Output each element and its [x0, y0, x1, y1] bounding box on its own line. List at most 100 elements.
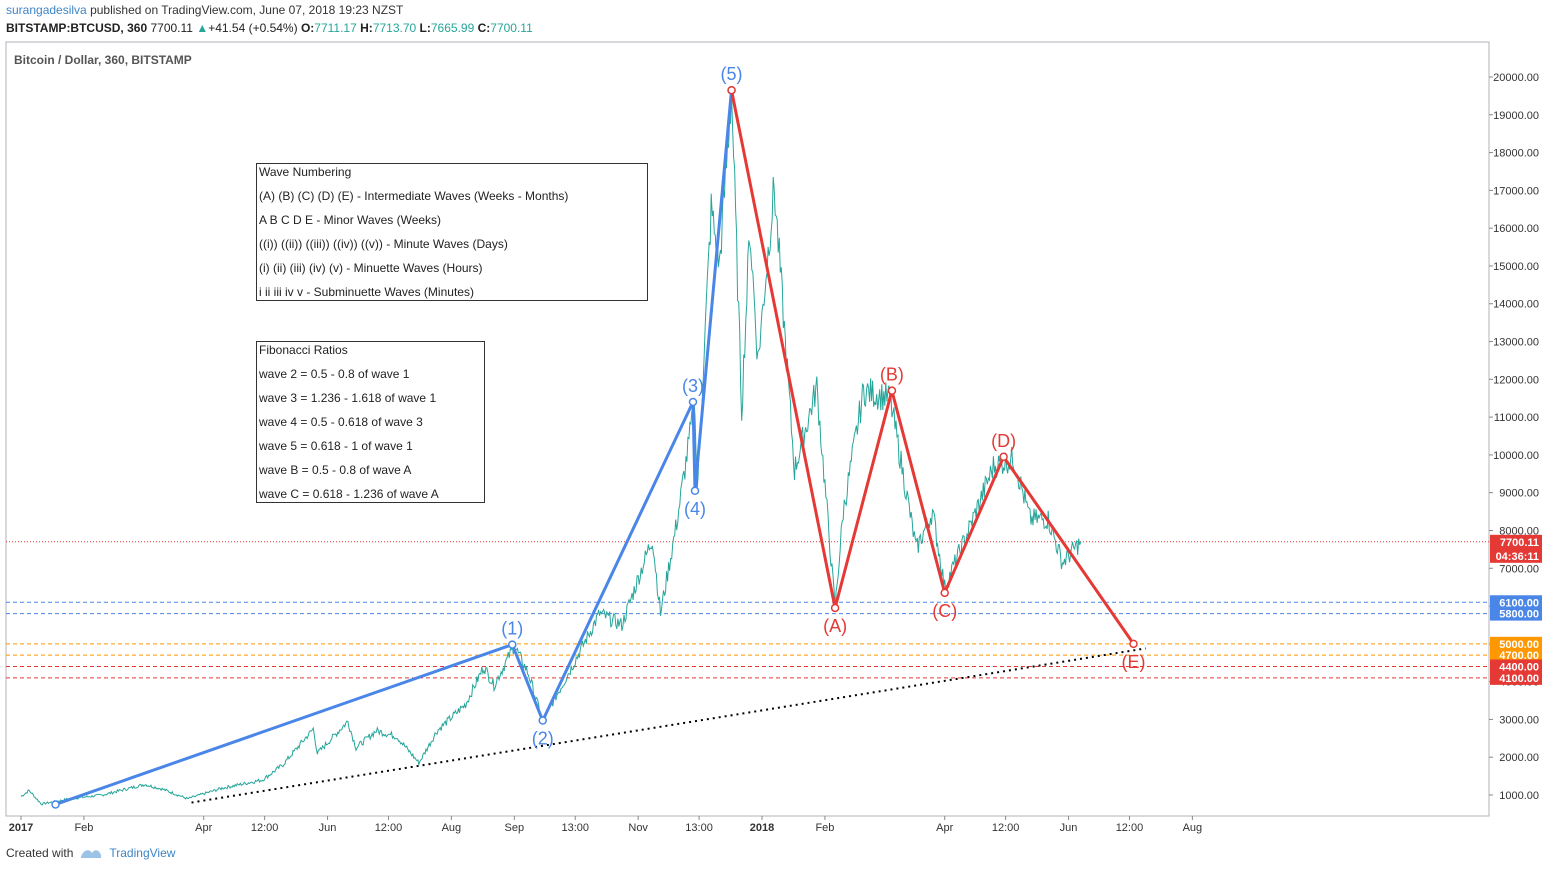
- fibonacci-line: wave B = 0.5 - 0.8 of wave A: [259, 463, 412, 477]
- y-tick-label: 2000.00: [1499, 752, 1539, 764]
- author-link[interactable]: surangadesilva: [6, 3, 87, 17]
- corrective-wave-label: (D): [991, 431, 1016, 451]
- price-change: +41.54 (+0.54%): [208, 21, 298, 35]
- level-price-tag: [1490, 648, 1542, 663]
- corrective-wave-point[interactable]: [887, 386, 897, 395]
- level-price-tag: [1490, 670, 1542, 685]
- publish-info: surangadesilva published on TradingView.…: [6, 3, 403, 17]
- fibonacci-line: wave 4 = 0.5 - 0.618 of wave 3: [259, 415, 423, 429]
- y-tick-label: 14000.00: [1493, 299, 1539, 311]
- x-tick-label: Nov: [628, 822, 648, 834]
- x-tick-label: Aug: [1183, 822, 1203, 834]
- x-tick-label: Apr: [195, 822, 212, 834]
- y-tick-label: 15000.00: [1493, 261, 1539, 273]
- level-price-tag: [1490, 595, 1542, 610]
- x-tick-label: Aug: [442, 822, 462, 834]
- x-tick-label: 12:00: [1116, 822, 1144, 834]
- high-label: H:: [360, 21, 373, 35]
- x-tick-label: 13:00: [685, 822, 713, 834]
- horizontal-levels: [6, 541, 1489, 679]
- level-price-tag: [1490, 606, 1542, 621]
- corrective-wave-point[interactable]: [1129, 639, 1138, 649]
- close-label: C:: [477, 21, 491, 35]
- y-tick-label: 18000.00: [1493, 148, 1539, 160]
- y-axis: 1000.002000.003000.004000.005000.006000.…: [1489, 72, 1539, 802]
- y-tick-label: 3000.00: [1499, 714, 1539, 726]
- close-value: 7700.11: [490, 21, 533, 35]
- fibonacci-line: wave 2 = 0.5 - 0.8 of wave 1: [259, 367, 410, 381]
- corrective-wave-point[interactable]: [830, 603, 840, 613]
- open-value: 7711.17: [314, 21, 357, 35]
- x-tick-label: Apr: [936, 822, 953, 834]
- impulse-wave-label: (5): [721, 64, 743, 84]
- wave-numbering-line: (A) (B) (C) (D) (E) - Intermediate Waves…: [259, 189, 569, 203]
- fibonacci-ratios-note: Fibonacci Ratios wave 2 = 0.5 - 0.8 of wa…: [256, 341, 485, 503]
- tradingview-link[interactable]: TradingView: [109, 846, 176, 860]
- impulse-wave-point[interactable]: [538, 716, 547, 725]
- last-price-label: 7700.11: [1500, 537, 1539, 549]
- impulse-wave-point[interactable]: [688, 397, 698, 407]
- impulse-wave-label: (4): [684, 499, 706, 519]
- symbol-bar: BITSTAMP:BTCUSD, 360 7700.11 ▲+41.54 (+0…: [6, 21, 533, 35]
- corrective-wave-label: (E): [1122, 652, 1146, 672]
- y-tick-label: 16000.00: [1493, 223, 1539, 235]
- wave-numbering-line: A B C D E - Minor Waves (Weeks): [259, 213, 442, 227]
- level-price-label: 4400.00: [1499, 662, 1539, 674]
- wave-numbering-line: (i) (ii) (iii) (iv) (v) - Minuette Waves…: [259, 261, 483, 275]
- wave-numbering-note: Wave Numbering (A) (B) (C) (D) (E) - Inte…: [256, 163, 648, 301]
- level-price-label: 4700.00: [1499, 650, 1539, 662]
- high-value: 7713.70: [372, 21, 417, 35]
- corrective-wave-label: (C): [932, 601, 957, 621]
- x-tick-label: Jun: [1060, 822, 1078, 834]
- fibonacci-line: wave 3 = 1.236 - 1.618 of wave 1: [259, 391, 437, 405]
- corrective-wave-point[interactable]: [940, 588, 949, 598]
- level-price-label: 5000.00: [1499, 639, 1539, 651]
- y-tick-label: 13000.00: [1493, 337, 1539, 349]
- level-price-label: 6100.00: [1499, 597, 1539, 609]
- y-tick-label: 8000.00: [1499, 525, 1539, 537]
- impulse-wave-label: (2): [532, 729, 554, 749]
- wave-numbering-line: Wave Numbering: [259, 165, 352, 179]
- fibonacci-line: wave 5 = 0.618 - 1 of wave 1: [259, 439, 413, 453]
- wave-numbering-line: i ii iii iv v - Subminuette Waves (Minut…: [259, 285, 474, 299]
- x-tick-label: 13:00: [561, 822, 589, 834]
- support-trendline: [191, 647, 1146, 804]
- x-tick-label: Feb: [815, 822, 834, 834]
- corrective-wave-point[interactable]: [727, 85, 736, 95]
- chart-title: Bitcoin / Dollar, 360, BITSTAMP: [14, 53, 192, 67]
- symbol-name: BITSTAMP:BTCUSD, 360: [6, 21, 148, 35]
- low-label: L:: [419, 21, 431, 35]
- y-tick-label: 7000.00: [1499, 563, 1539, 575]
- x-axis: 2017 Feb Apr 12:00 Jun 12:00 Aug Sep 13:00 Nov 13:…: [9, 816, 1202, 834]
- y-tick-label: 12000.00: [1493, 374, 1539, 386]
- corrective-waves: (A) (B) (C) (D) (E): [727, 85, 1146, 672]
- impulse-wave-point[interactable]: [508, 640, 517, 649]
- x-tick-label: 2017: [9, 822, 33, 834]
- y-tick-label: 20000.00: [1493, 72, 1539, 84]
- impulse-wave-line: [55, 90, 733, 806]
- level-price-tag: [1490, 659, 1542, 674]
- published-text: published on TradingView.com, June 07, 2…: [90, 3, 404, 17]
- x-tick-label: Feb: [74, 822, 93, 834]
- chart-pane: [5, 41, 1490, 817]
- x-tick-label: Sep: [505, 822, 525, 834]
- open-label: O:: [300, 21, 315, 35]
- x-tick-label: Jun: [319, 822, 337, 834]
- last-price-tag: [1490, 534, 1542, 563]
- fibonacci-line: Fibonacci Ratios: [259, 343, 348, 357]
- impulse-wave-point[interactable]: [51, 800, 60, 809]
- trendline: [191, 647, 1146, 804]
- impulse-wave-point[interactable]: [690, 486, 700, 496]
- impulse-wave-label: (3): [682, 376, 704, 396]
- x-tick-label: 12:00: [992, 822, 1020, 834]
- y-tick-label: 19000.00: [1493, 110, 1539, 122]
- footer: Created with TradingView: [6, 846, 175, 860]
- x-tick-label: 2018: [750, 822, 774, 834]
- level-price-label: 5800.00: [1499, 609, 1539, 621]
- corrective-wave-label: (B): [880, 365, 904, 385]
- countdown-label: 04:36:11: [1496, 551, 1539, 563]
- x-tick-label: 12:00: [251, 822, 279, 834]
- corrective-wave-point[interactable]: [999, 452, 1008, 462]
- wave-numbering-line: ((i)) ((ii)) ((iii)) ((iv)) ((v)) - Minu…: [259, 237, 508, 251]
